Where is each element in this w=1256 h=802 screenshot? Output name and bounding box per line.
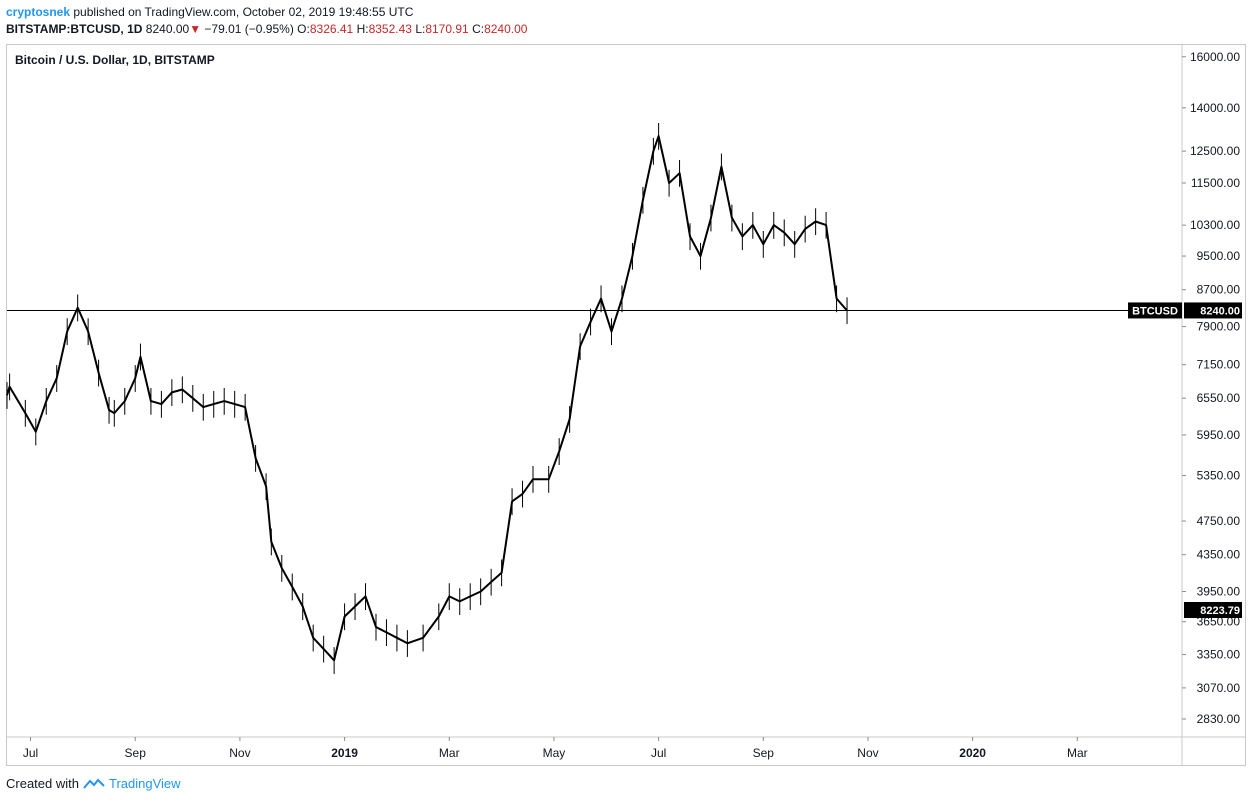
y-tick-label: 7150.00 [1197,358,1241,372]
close-value: 8240.00 [484,22,528,36]
low-label: L: [415,22,426,36]
close-label: C: [472,22,485,36]
open-value: 8326.41 [309,22,354,36]
publish-line: cryptosnek published on TradingView.com,… [6,5,413,19]
y-tick-label: 4750.00 [1197,514,1241,528]
y-tick-label: 3350.00 [1197,648,1241,662]
symbol-tag [1128,302,1182,319]
y-tick-label: 6550.00 [1197,391,1241,405]
x-tick-label: Mar [1067,746,1088,760]
crosshair-price-label: 8223.79 [1200,605,1240,617]
y-tick-label: 11500.00 [1191,176,1240,190]
published-text: published on TradingView.com, October 02… [73,5,414,19]
y-tick-label: 2830.00 [1197,712,1241,726]
x-tick-label: Sep [125,746,147,760]
last-price: 8240.00 [145,22,190,36]
y-tick-label: 8700.00 [1197,283,1241,297]
y-tick-label: 5350.00 [1197,469,1241,483]
tradingview-logo-icon [83,778,105,789]
y-tick-label: 3650.00 [1197,615,1241,629]
last-price-tag [1184,302,1242,319]
author-link[interactable]: cryptosnek [6,5,71,19]
y-tick-label: 16000.00 [1190,50,1240,64]
x-tick-label: May [543,746,566,760]
x-tick-label: 2020 [959,746,986,760]
high-value: 8352.43 [368,22,412,36]
change-arrow-icon: ▼ [189,22,202,36]
ohlc-line: BITSTAMP:BTCUSD, 1D 8240.00▼ −79.01 (−0.… [6,22,527,36]
last-price-tag-label: 8240.00 [1200,305,1240,317]
x-tick-label: Nov [229,746,250,760]
footer: Created with TradingView [6,776,181,791]
y-tick-label: 10300.00 [1190,218,1240,232]
y-tick-label: 3070.00 [1197,681,1241,695]
x-tick-label: 2019 [331,746,358,760]
symbol-label: BITSTAMP:BTCUSD, 1D [6,22,143,36]
change-value: −79.01 (−0.95%) [204,22,294,36]
x-tick-label: Jul [651,746,666,760]
high-label: H: [356,22,369,36]
x-tick-label: Mar [439,746,460,760]
x-tick-label: Jul [23,746,38,760]
x-tick-label: Nov [857,746,878,760]
chart-title: Bitcoin / U.S. Dollar, 1D, BITSTAMP [15,53,215,67]
price-series-line [6,135,848,662]
y-tick-label: 12500.00 [1190,144,1240,158]
symbol-tag-label: BTCUSD [1132,305,1178,317]
y-tick-label: 14000.00 [1190,101,1240,115]
y-tick-label: 4350.00 [1197,548,1241,562]
tradingview-brand[interactable]: TradingView [108,776,181,791]
x-tick-label: Sep [753,746,775,760]
y-tick-label: 5950.00 [1197,428,1241,442]
y-tick-label: 9500.00 [1197,249,1241,263]
low-value: 8170.91 [425,22,469,36]
created-with-text: Created with [6,776,79,791]
open-label: O: [297,22,310,36]
crosshair-price-tag [1184,602,1242,618]
y-tick-label: 7900.00 [1197,320,1241,334]
y-tick-label: 3950.00 [1197,585,1241,599]
